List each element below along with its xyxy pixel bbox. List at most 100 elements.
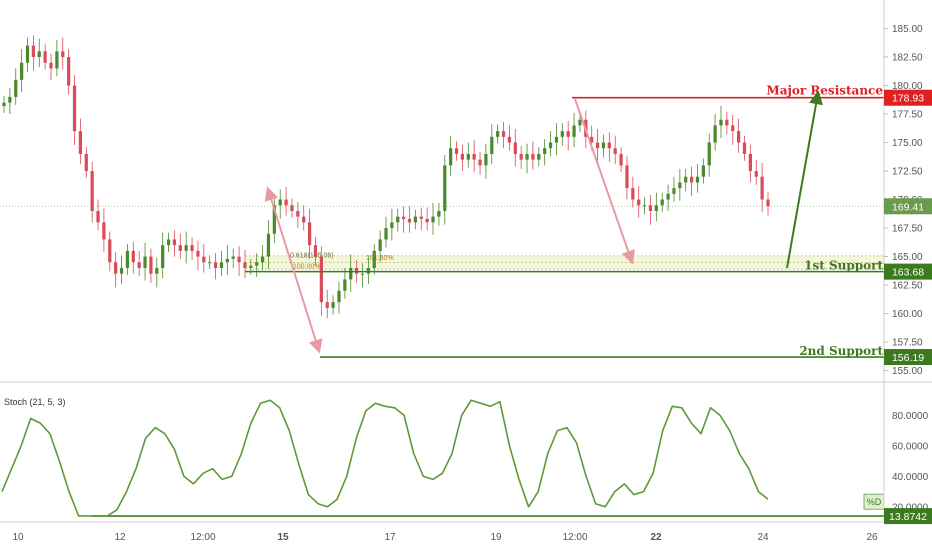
candle-body (760, 176, 764, 200)
candle-body (231, 256, 235, 259)
candle-body (384, 228, 388, 240)
candle-body (625, 165, 629, 189)
candle-body (378, 239, 382, 251)
candle-body (96, 210, 100, 223)
price-tick-label: 172.50 (892, 167, 923, 178)
candle-body (372, 250, 376, 268)
candle-body (307, 222, 312, 246)
candle-body (660, 199, 664, 206)
stoch-tick-label: 20.0000 (892, 502, 929, 513)
price-tick-label: 185.00 (892, 24, 923, 35)
candle-body (654, 205, 658, 211)
price-tick-label: 175.00 (892, 138, 923, 149)
time-tick-label: 10 (12, 532, 24, 543)
price-tick-label: 157.50 (892, 338, 923, 349)
first-support-label: 1st Support (804, 259, 883, 273)
candle-body (31, 45, 36, 58)
candle-body (102, 222, 106, 240)
candle-body (407, 218, 412, 223)
candle-body (672, 188, 676, 194)
stoch-tick-label: 60.0000 (892, 441, 929, 452)
badge-second-support: 156.19 (892, 352, 924, 364)
badge-last-price: 169.41 (892, 201, 924, 213)
major-resistance-label: Major Resistance (766, 84, 883, 98)
time-tick-label: 15 (277, 532, 289, 543)
candle-body (219, 262, 224, 268)
down-arrow-right (574, 98, 635, 265)
candle-body (249, 265, 253, 268)
candle-body (278, 199, 282, 206)
candle-body (619, 153, 623, 166)
price-tick-label: 182.50 (892, 53, 923, 64)
candle-body (701, 165, 705, 177)
stoch-d-line (1, 399, 769, 517)
candle-body (161, 245, 165, 268)
stochastic-pane: Stoch (21, 5, 3) %D (1, 397, 885, 517)
candle-body (719, 119, 723, 126)
price-tick-label: 177.50 (892, 110, 923, 121)
candle-body (325, 302, 329, 308)
candle-body (114, 262, 118, 274)
candle-body (119, 267, 124, 274)
up-arrow-target (786, 90, 823, 269)
price-tick-label: 155.00 (892, 366, 923, 377)
time-tick-label: 12:00 (190, 532, 215, 543)
candle-body (402, 216, 406, 219)
candle-body (125, 250, 130, 268)
candle-body (613, 148, 617, 154)
candle-body (413, 216, 418, 223)
candle-body (319, 256, 323, 303)
candle-body (642, 205, 647, 207)
candle-body (490, 136, 494, 154)
candle-body (331, 302, 335, 308)
badge-major-resistance: 178.93 (892, 93, 924, 105)
candle-body (454, 148, 459, 154)
candle-body (166, 239, 171, 246)
candle-body (460, 153, 465, 160)
candle-body (43, 51, 47, 63)
candle-body (466, 153, 470, 160)
stoch-tick-label: 80.0000 (892, 411, 929, 422)
candle-body (713, 125, 717, 143)
candle-body (566, 131, 570, 137)
candle-body (14, 79, 18, 97)
candle-body (61, 51, 65, 58)
candle-body (313, 245, 318, 257)
candle-body (695, 176, 700, 183)
candle-body (431, 216, 435, 223)
candle-body (225, 258, 229, 263)
candle-body (590, 136, 594, 143)
badge-second-support-bg (884, 349, 932, 366)
candle-body (78, 131, 83, 154)
time-tick-label: 19 (490, 532, 502, 543)
candle-body (131, 250, 135, 263)
candle-body (578, 119, 582, 126)
candle-body (108, 239, 112, 263)
candle-body (537, 153, 541, 160)
badge-last-price-bg (884, 198, 932, 215)
stoch-legend-label: %D (867, 497, 882, 507)
candle-body (296, 210, 300, 217)
candle-body (284, 199, 288, 206)
candle-body (360, 273, 365, 275)
candle-body (525, 153, 529, 160)
candle-body (666, 193, 670, 200)
stoch-level-badge-bg (884, 508, 932, 525)
candle-body (543, 148, 547, 154)
candle-body (725, 119, 729, 126)
badge-first-support-bg (884, 263, 932, 280)
candle-body (213, 262, 218, 268)
candle-body (72, 85, 77, 132)
candle-body (560, 131, 564, 137)
candle-body (472, 153, 476, 160)
candle-body (707, 142, 711, 166)
candle-body (742, 142, 747, 154)
candle-body (631, 188, 635, 200)
candle-body (513, 142, 517, 154)
candle-body (478, 159, 482, 166)
stoch-level-badge: 13.8742 (889, 511, 927, 523)
fib-label-0618: 0.618(165.06) (290, 252, 334, 259)
candle-body (49, 62, 53, 69)
candle-body (496, 131, 500, 137)
